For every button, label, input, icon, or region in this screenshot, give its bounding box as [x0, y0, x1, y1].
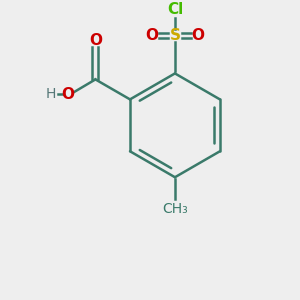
Text: CH₃: CH₃ — [162, 202, 188, 216]
Text: S: S — [169, 28, 181, 43]
Text: O: O — [89, 33, 102, 48]
Text: O: O — [191, 28, 204, 43]
Text: O: O — [61, 87, 74, 102]
Text: O: O — [146, 28, 158, 43]
Text: H: H — [45, 87, 56, 101]
Text: Cl: Cl — [167, 2, 183, 17]
